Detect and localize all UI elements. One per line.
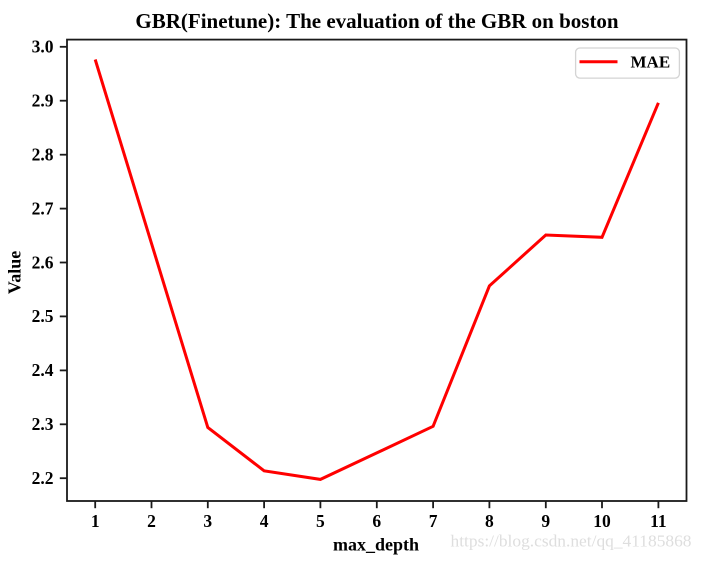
svg-text:2.6: 2.6 [32,252,54,272]
svg-text:6: 6 [372,511,381,531]
svg-text:10: 10 [593,511,611,531]
svg-text:3: 3 [203,511,212,531]
svg-text:2.4: 2.4 [32,360,54,380]
svg-text:2.7: 2.7 [32,198,54,218]
svg-text:7: 7 [429,511,438,531]
svg-text:3.0: 3.0 [32,37,54,57]
svg-text:GBR(Finetune): The evaluation: GBR(Finetune): The evaluation of the GBR… [135,9,619,33]
svg-text:2.3: 2.3 [32,414,54,434]
svg-text:8: 8 [485,511,494,531]
svg-text:2: 2 [147,511,156,531]
svg-text:MAE: MAE [631,53,671,72]
svg-text:https://blog.csdn.net/qq_41185: https://blog.csdn.net/qq_41185868 [451,531,692,550]
svg-text:9: 9 [541,511,550,531]
svg-text:2.9: 2.9 [32,91,54,111]
svg-text:11: 11 [650,511,667,531]
svg-text:5: 5 [316,511,325,531]
svg-text:4: 4 [260,511,269,531]
svg-text:2.5: 2.5 [32,306,54,326]
svg-text:2.8: 2.8 [32,145,54,165]
svg-text:Value: Value [5,251,25,294]
svg-text:1: 1 [91,511,100,531]
svg-text:max_depth: max_depth [333,535,419,555]
svg-text:2.2: 2.2 [32,468,54,488]
